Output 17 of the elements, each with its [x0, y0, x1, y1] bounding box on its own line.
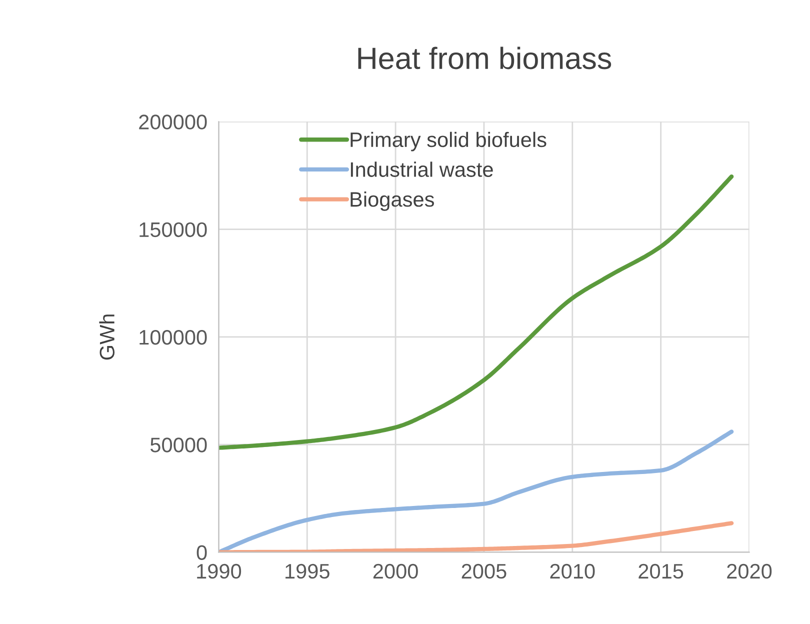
x-tick-label: 2000	[373, 564, 418, 579]
x-tick-label: 1995	[286, 564, 330, 579]
y-axis-title: GWh	[99, 314, 115, 360]
chart-title: Heat from biomass	[358, 46, 612, 70]
x-tick-label: 2020	[727, 564, 772, 579]
x-tick-label: 2010	[550, 564, 595, 579]
x-tick-label: 2005	[462, 564, 506, 579]
y-tick-label: 100000	[140, 330, 207, 345]
y-tick-label: 50000	[150, 438, 207, 452]
y-tick-label: 200000	[139, 114, 207, 130]
x-tick-label: 2015	[638, 564, 684, 579]
y-tick-label: 150000	[140, 222, 207, 238]
y-tick-label: 0	[196, 545, 207, 560]
legend-label: Industrial waste	[350, 162, 493, 177]
x-tick-label: 1990	[197, 564, 242, 579]
legend-label: Primary solid biofuels	[350, 132, 546, 152]
legend-label: Biogases	[350, 191, 434, 211]
